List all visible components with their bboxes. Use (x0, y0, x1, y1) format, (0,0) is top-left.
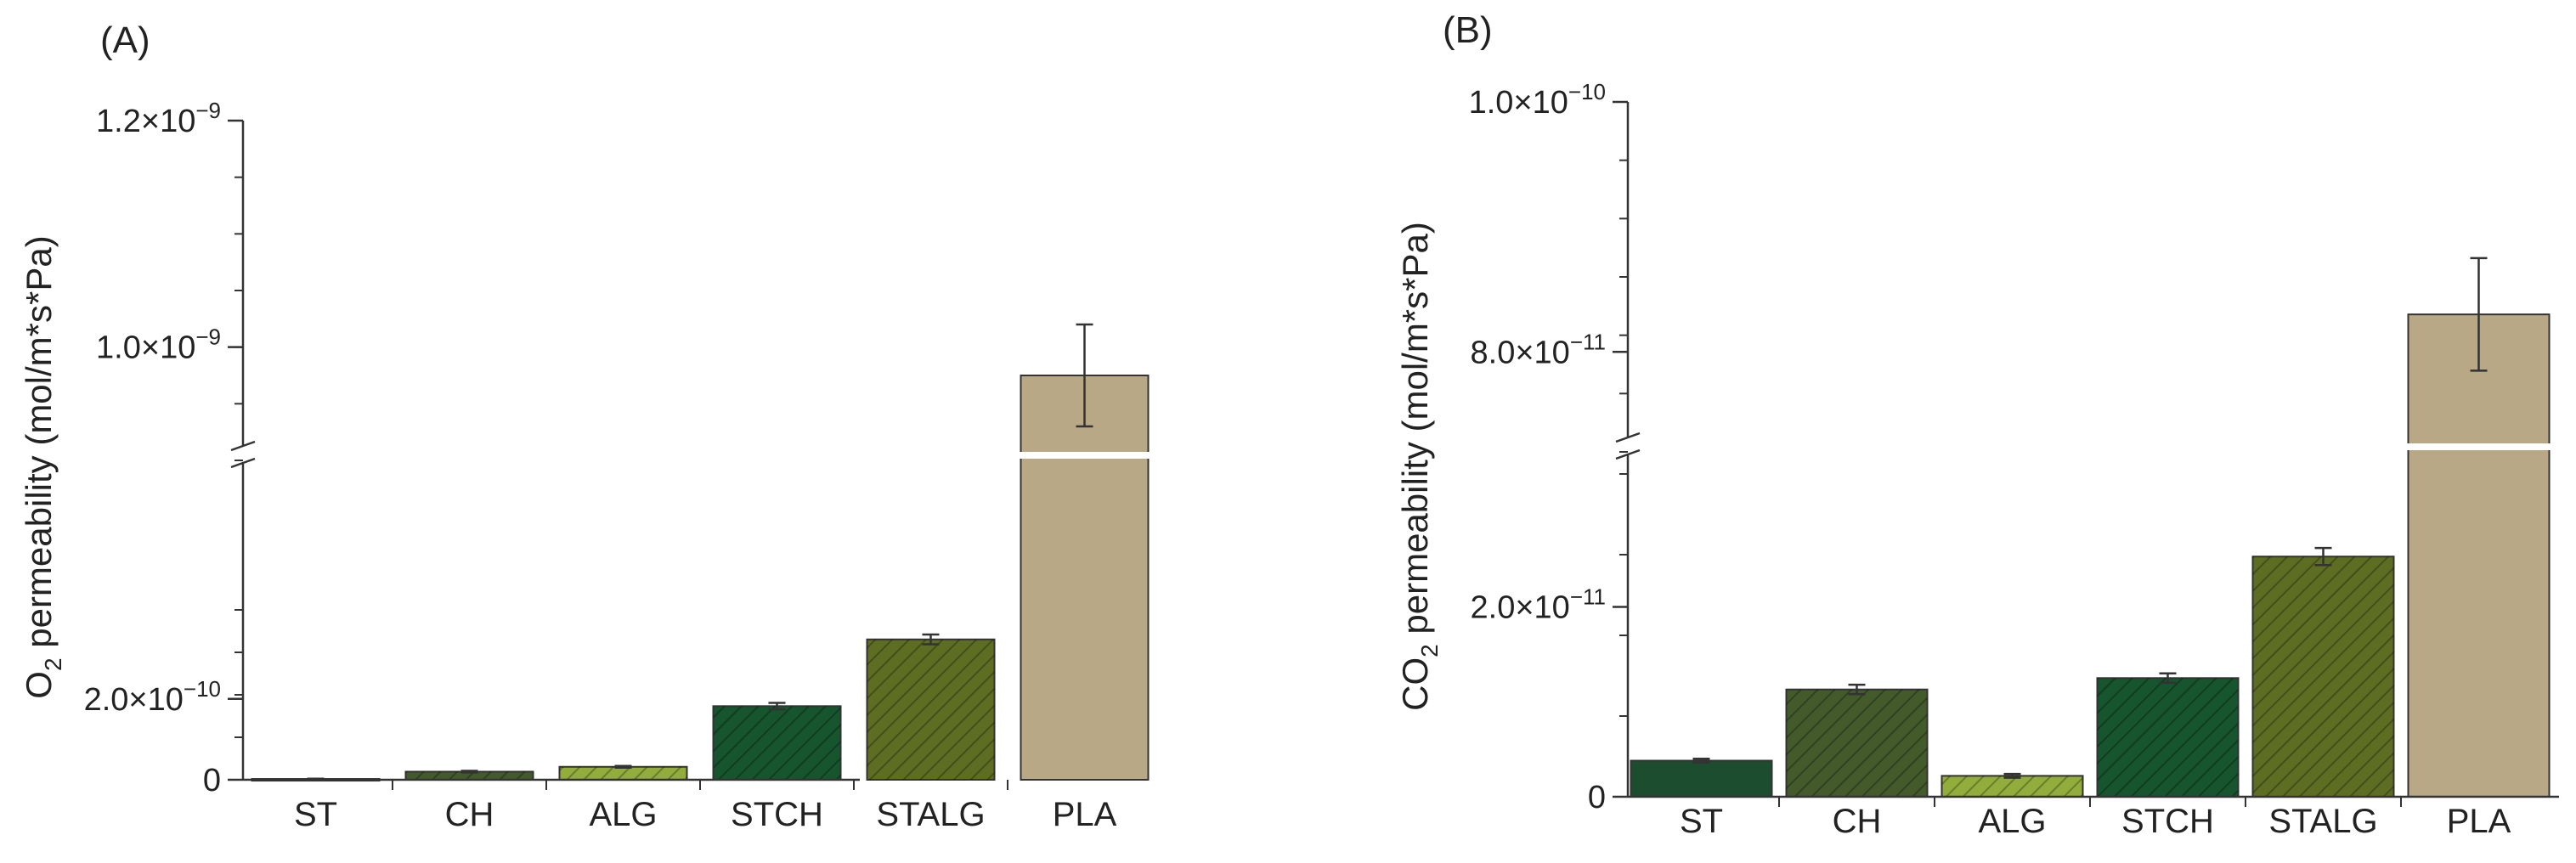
panel-b-chart: (B)ST CH ALG STCH STALG PLA02.0×10−118.0×10−1… (1395, 9, 2559, 840)
error-bar-st (1692, 758, 1710, 764)
bar-hatch-alg (1941, 776, 2083, 797)
bar-hatch-alg (559, 766, 687, 780)
error-bar-stch (768, 702, 786, 711)
error-bar-stalg (2314, 546, 2332, 567)
x-tick-label-ch: CH (1833, 803, 1882, 840)
bar-pla (1020, 375, 1150, 781)
x-tick-label-ch: CH (445, 796, 494, 833)
x-tick-label-st: ST (1680, 803, 1723, 840)
axis-break-mark (1615, 432, 1641, 443)
axis-break-mark (230, 440, 256, 452)
x-tick-label-pla: PLA (1053, 796, 1117, 833)
y-tick-label: 2.0×10−10 (84, 676, 221, 718)
panel-label: (A) (100, 20, 150, 61)
x-tick-label-stalg: STALG (2268, 803, 2377, 840)
y-tick-label: 1.0×10−10 (1469, 79, 1606, 121)
x-tick-label-alg: ALG (589, 796, 657, 833)
bar-hatch-stalg (867, 639, 995, 780)
bar-hatch-ch (1786, 689, 1928, 797)
y-tick-label: 0 (203, 763, 221, 798)
y-tick-label: 1.0×10−9 (96, 324, 221, 366)
y-tick-label: 2.0×10−11 (1471, 584, 1606, 625)
x-tick-label-alg: ALG (1978, 803, 2046, 840)
error-bar-ch (460, 770, 478, 774)
bar-hatch-ch (405, 771, 534, 780)
error-bar-pla (2470, 257, 2488, 372)
y-tick-label: 1.2×10−9 (96, 98, 221, 139)
error-bar-stch (2159, 672, 2177, 685)
bar-hatch-stch (2097, 678, 2239, 797)
error-bar-pla (1076, 323, 1093, 428)
axis-break-mark (230, 457, 256, 469)
y-tick-label: 0 (1588, 780, 1606, 815)
bar-break-gap-pla (1019, 452, 1150, 459)
x-tick-label-stalg: STALG (876, 796, 985, 833)
panel-label: (B) (1443, 9, 1493, 51)
x-tick-label-stch: STCH (2121, 803, 2214, 840)
y-axis-label: CO2 permeability (mol/m*s*Pa) (1395, 222, 1443, 711)
bar-hatch-stch (713, 706, 841, 780)
y-axis-label: O2 permeability (mol/m*s*Pa) (19, 235, 66, 698)
axis-break-mark (1615, 448, 1641, 460)
error-bar-alg (614, 764, 632, 769)
x-tick-label-stch: STCH (731, 796, 823, 833)
y-tick-label: 8.0×10−11 (1471, 329, 1606, 370)
x-tick-label-pla: PLA (2447, 803, 2511, 840)
error-bar-alg (2003, 772, 2021, 779)
error-bar-stalg (922, 633, 940, 646)
bar-hatch-stalg (2252, 556, 2394, 797)
bar-break-gap-pla (2406, 443, 2551, 450)
bar-st (1630, 759, 1773, 798)
x-tick-label-st: ST (294, 796, 337, 833)
panel-a-chart: (A)ST CH ALG STCH STALG PLA02.0×10−101.0×10−9… (19, 20, 1150, 833)
error-bar-ch (1848, 683, 1866, 696)
bar-pla (2407, 313, 2551, 798)
